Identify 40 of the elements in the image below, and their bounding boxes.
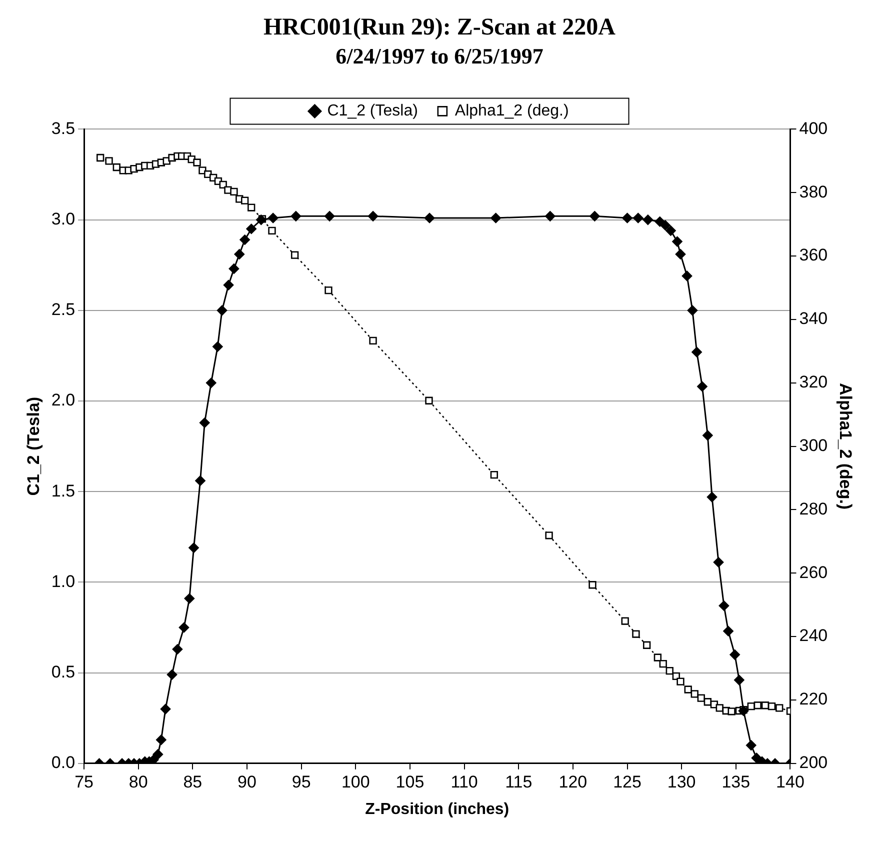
- y-tick-label: 3.0: [51, 209, 76, 228]
- y2-tick-label: 220: [799, 690, 828, 709]
- y-tick-label: 1.0: [51, 572, 76, 591]
- y-tick-label: 0.5: [51, 662, 76, 682]
- x-tick-label: 115: [505, 772, 532, 792]
- y2-tick-label: 400: [799, 118, 828, 138]
- x-tick-label: 80: [128, 772, 148, 792]
- y-tick-label: 0.0: [51, 753, 76, 772]
- x-tick-label: 90: [238, 772, 256, 792]
- y-axis-title: C1_2 (Tesla): [24, 396, 43, 496]
- x-tick-label: 130: [667, 772, 696, 792]
- x-tick-label: 110: [450, 772, 478, 792]
- x-tick-label: 75: [74, 772, 94, 792]
- y2-axis-title: Alpha1_2 (deg.): [836, 383, 856, 510]
- y-tick-label: 2.5: [51, 300, 76, 320]
- legend-label: C1_2 (Tesla): [327, 102, 418, 120]
- y2-tick-label: 200: [799, 753, 828, 772]
- x-tick-label: 105: [396, 772, 424, 792]
- x-tick-label: 85: [183, 772, 202, 792]
- chart-subtitle: 6/24/1997 to 6/25/1997: [336, 44, 544, 69]
- y2-tick-label: 380: [799, 182, 828, 202]
- y2-tick-label: 320: [799, 372, 828, 392]
- x-axis-title: Z-Position (inches): [365, 800, 510, 818]
- chart-title: HRC001(Run 29): Z-Scan at 220A: [263, 14, 616, 41]
- x-tick-label: 140: [776, 772, 804, 792]
- y2-tick-label: 340: [799, 309, 828, 328]
- y2-tick-label: 280: [799, 499, 828, 518]
- y2-tick-label: 300: [799, 436, 828, 455]
- x-tick-label: 95: [292, 772, 311, 792]
- legend-label: Alpha1_2 (deg.): [454, 102, 569, 120]
- x-tick-label: 135: [722, 772, 750, 792]
- y2-tick-label: 360: [799, 246, 828, 265]
- y-tick-label: 1.5: [51, 481, 76, 500]
- y-tick-label: 2.0: [51, 390, 76, 410]
- y2-tick-label: 260: [799, 562, 828, 582]
- x-tick-label: 100: [341, 772, 370, 792]
- x-tick-label: 125: [613, 772, 642, 792]
- y-tick-label: 3.5: [51, 118, 76, 138]
- x-tick-label: 120: [558, 772, 588, 792]
- y2-tick-label: 240: [799, 626, 828, 646]
